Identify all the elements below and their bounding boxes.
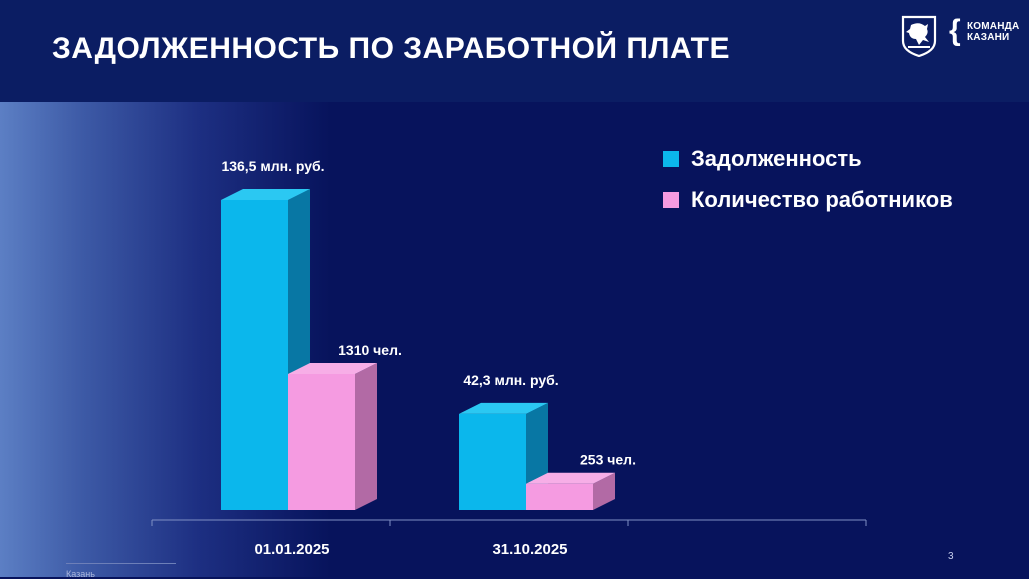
bar-debt-1-label: 42,3 млн. руб. xyxy=(463,372,558,388)
slide-title: ЗАДОЛЖЕННОСТЬ ПО ЗАРАБОТНОЙ ПЛАТЕ xyxy=(52,32,730,65)
title-bar: ЗАДОЛЖЕННОСТЬ ПО ЗАРАБОТНОЙ ПЛАТЕ { КОМА… xyxy=(0,0,1029,102)
x-category-label-1: 31.10.2025 xyxy=(492,541,567,558)
bar-debt-0-label: 136,5 млн. руб. xyxy=(221,158,324,174)
bar-workers-1-label: 253 чел. xyxy=(580,452,636,468)
legend-label-debt: Задолженность xyxy=(691,146,862,171)
logo-line-1: КОМАНДА xyxy=(967,21,1020,32)
bar-workers-1 xyxy=(526,483,593,510)
bar-debt-0-top xyxy=(221,189,310,200)
legend-swatch-workers xyxy=(663,192,679,208)
bar-workers-1-side xyxy=(593,472,615,510)
legend-item-workers: Количество работников xyxy=(663,187,953,213)
bar-workers-0 xyxy=(288,374,355,510)
bar-workers-1-top xyxy=(526,472,615,484)
footer-divider xyxy=(66,563,176,564)
kazan-crest-icon xyxy=(901,15,937,57)
bar-workers-0-label: 1310 чел. xyxy=(338,342,402,358)
page-number: 3 xyxy=(948,551,954,562)
legend-item-debt: Задолженность xyxy=(663,146,862,172)
bar-workers-0-top xyxy=(288,363,377,374)
logo-brace: { xyxy=(949,14,961,47)
footer-text: Казань xyxy=(66,569,95,579)
bar-debt-1 xyxy=(459,413,526,510)
bar-debt-1-top xyxy=(459,402,548,414)
logo-text: КОМАНДА КАЗАНИ xyxy=(967,21,1019,43)
legend-swatch-debt xyxy=(663,151,679,167)
bar-workers-0-side xyxy=(355,363,377,510)
bar-debt-0 xyxy=(221,200,288,510)
logo-line-2: КАЗАНИ xyxy=(967,32,1010,43)
x-category-label-0: 01.01.2025 xyxy=(254,541,329,558)
legend-label-workers: Количество работников xyxy=(691,187,953,212)
